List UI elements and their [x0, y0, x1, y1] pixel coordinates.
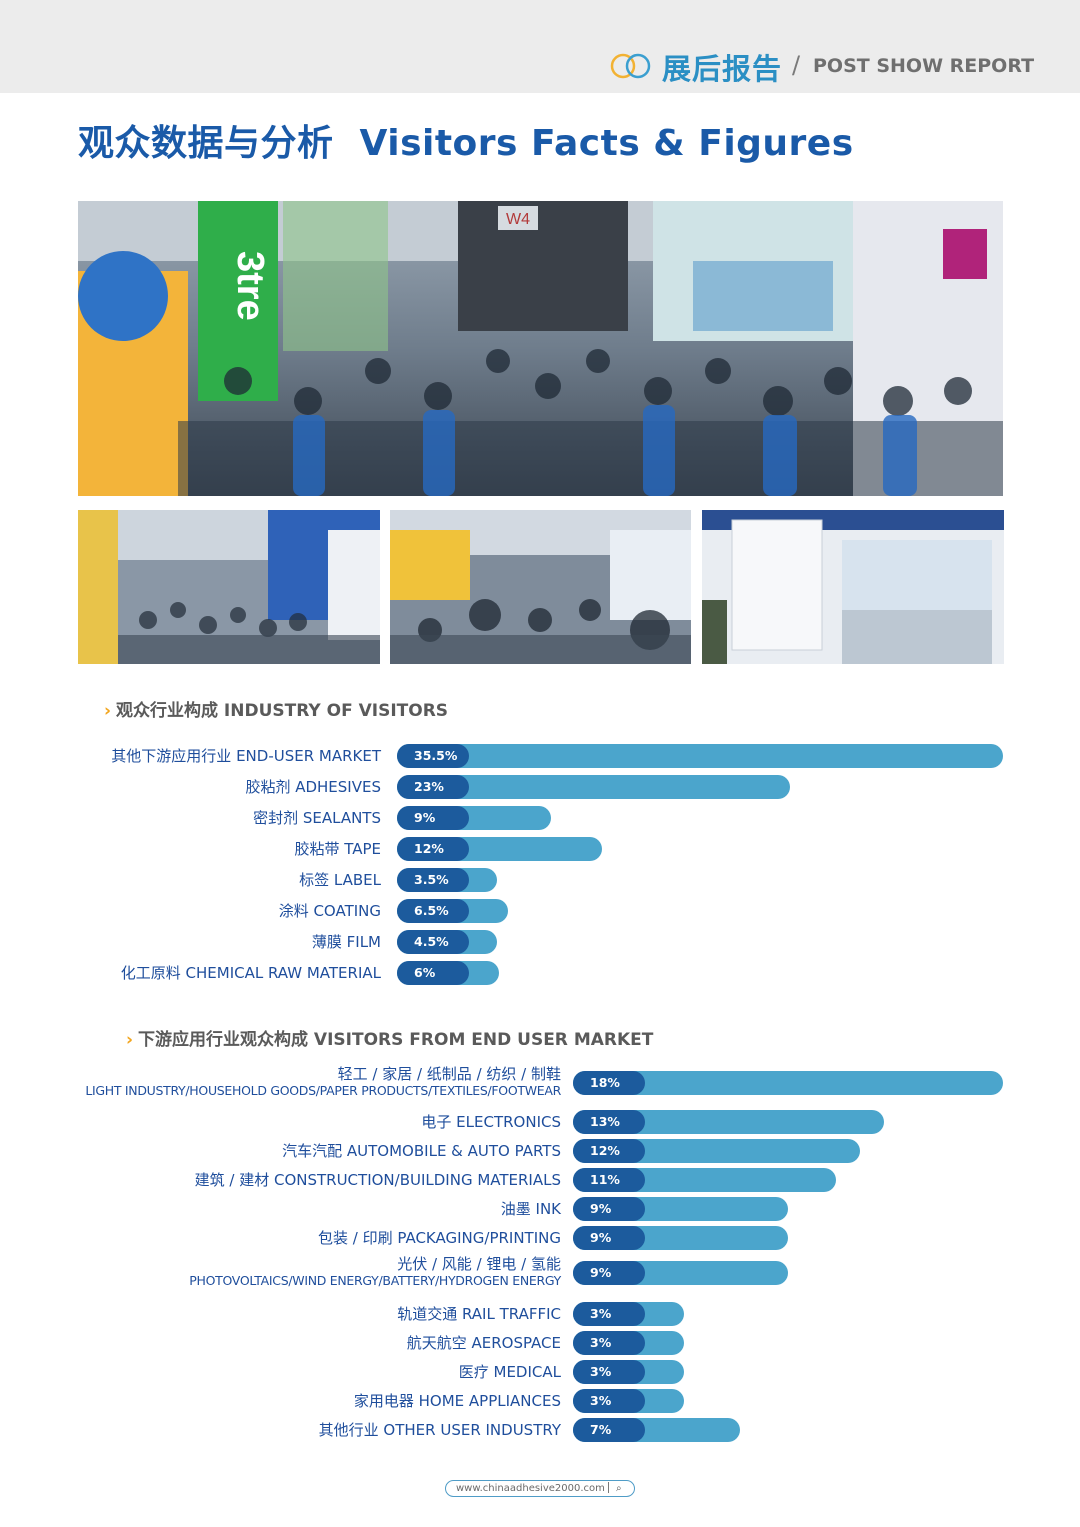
report-title-en: POST SHOW REPORT	[813, 55, 1035, 77]
bar-label: 薄膜 FILM	[312, 933, 381, 951]
bar-label: 包装 / 印刷 PACKAGING/PRINTING	[318, 1229, 561, 1247]
bar-label: 其他下游应用行业 END-USER MARKET	[111, 747, 381, 765]
bar-value-label: 35.5%	[397, 744, 469, 768]
bar-value-label: 12%	[573, 1139, 645, 1163]
bar-label-text: 航天航空 AEROSPACE	[406, 1334, 561, 1352]
section-heading-end-user-text: 下游应用行业观众构成 VISITORS FROM END USER MARKET	[138, 1030, 654, 1050]
bar-label-text: 其他下游应用行业 END-USER MARKET	[111, 747, 381, 765]
bar-label-text: 胶粘剂 ADHESIVES	[245, 778, 381, 796]
bar-label-text: 包装 / 印刷 PACKAGING/PRINTING	[318, 1229, 561, 1247]
bar-label-text: 胶粘带 TAPE	[294, 840, 381, 858]
bar-label-text: 医疗 MEDICAL	[458, 1363, 561, 1381]
bar-value-label: 6.5%	[397, 899, 469, 923]
section-heading-industry: › 观众行业构成 INDUSTRY OF VISITORS	[104, 696, 448, 721]
bar-label-subtext: LIGHT INDUSTRY/HOUSEHOLD GOODS/PAPER PRO…	[85, 1083, 561, 1098]
bar-value-track	[397, 744, 1003, 768]
bar-label: 医疗 MEDICAL	[459, 1363, 561, 1381]
bar-value-label: 18%	[573, 1071, 645, 1095]
page-title-en: Visitors Facts & Figures	[359, 123, 854, 164]
bar-value-label: 12%	[397, 837, 469, 861]
bar-label-text: 家用电器 HOME APPLIANCES	[353, 1392, 561, 1410]
booth-display-photo	[702, 510, 1004, 664]
page-title: 观众数据与分析 Visitors Facts & Figures	[78, 114, 854, 166]
bar-label-text: 轨道交通 RAIL TRAFFIC	[397, 1305, 561, 1323]
bar-label: 家用电器 HOME APPLIANCES	[354, 1392, 561, 1410]
bar-value-label: 4.5%	[397, 930, 469, 954]
bar-label: 标签 LABEL	[299, 871, 381, 889]
bar-value-label: 9%	[573, 1261, 645, 1285]
bar-label-text: 密封剂 SEALANTS	[253, 809, 381, 827]
chevron-right-icon: ›	[104, 701, 112, 721]
bar-label-text: 其他行业 OTHER USER INDUSTRY	[318, 1421, 561, 1439]
bar-value-label: 13%	[573, 1110, 645, 1134]
bar-value-label: 9%	[573, 1197, 645, 1221]
bar-label: 轻工 / 家居 / 纸制品 / 纺织 / 制鞋 LIGHT INDUSTRY/HO…	[85, 1065, 561, 1099]
bar-value-label: 3%	[573, 1389, 645, 1413]
section-heading-end-user: › 下游应用行业观众构成 VISITORS FROM END USER MARKE…	[126, 1025, 653, 1050]
header-bar: 展后报告 / POST SHOW REPORT	[0, 0, 1080, 93]
hall-sign-text: W4	[506, 211, 530, 228]
bar-label: 航天航空 AEROSPACE	[407, 1334, 561, 1352]
page-title-cn: 观众数据与分析	[78, 123, 334, 164]
bar-label: 轨道交通 RAIL TRAFFIC	[397, 1305, 561, 1323]
bar-label-text: 光伏 / 风能 / 锂电 / 氢能	[397, 1255, 561, 1273]
bar-label-text: 标签 LABEL	[299, 871, 381, 889]
exhibition-hall-photo: W4 3tre	[78, 201, 1003, 496]
bar-label-text: 建筑 / 建材 CONSTRUCTION/BUILDING MATERIALS	[194, 1171, 561, 1189]
bar-label: 胶粘带 TAPE	[294, 840, 381, 858]
bar-value-label: 3.5%	[397, 868, 469, 892]
website-url[interactable]: www.chinaadhesive2000.com	[456, 1483, 605, 1494]
bar-label-text: 油墨 INK	[500, 1200, 561, 1218]
report-title-slash: /	[792, 51, 801, 79]
report-title-cn: 展后报告	[662, 52, 783, 86]
crowd-photo	[390, 510, 691, 664]
bar-label-text: 汽车汽配 AUTOMOBILE & AUTO PARTS	[282, 1142, 561, 1160]
bar-label-subtext: PHOTOVOLTAICS/WIND ENERGY/BATTERY/HYDROG…	[189, 1273, 561, 1288]
bar-value-label: 23%	[397, 775, 469, 799]
bar-label: 化工原料 CHEMICAL RAW MATERIAL	[121, 964, 381, 982]
booth-brand-text: 3tre	[229, 251, 271, 321]
bar-value-label: 3%	[573, 1360, 645, 1384]
bar-value-label: 3%	[573, 1331, 645, 1355]
section-heading-industry-text: 观众行业构成 INDUSTRY OF VISITORS	[116, 701, 449, 721]
chevron-right-icon: ›	[126, 1030, 134, 1050]
bar-label-text: 电子 ELECTRONICS	[421, 1113, 561, 1131]
bar-label-text: 轻工 / 家居 / 纸制品 / 纺织 / 制鞋	[337, 1065, 561, 1083]
bar-label: 光伏 / 风能 / 锂电 / 氢能 PHOTOVOLTAICS/WIND ENER…	[189, 1255, 561, 1289]
bar-label: 建筑 / 建材 CONSTRUCTION/BUILDING MATERIALS	[195, 1171, 561, 1189]
bar-value-label: 3%	[573, 1302, 645, 1326]
exhibition-aisle-photo	[78, 510, 380, 664]
bar-value-label: 9%	[397, 806, 469, 830]
bar-label: 电子 ELECTRONICS	[421, 1113, 561, 1131]
bar-value-label: 6%	[397, 961, 469, 985]
bar-value-label: 9%	[573, 1226, 645, 1250]
website-url-box[interactable]: www.chinaadhesive2000.com ⌕	[445, 1480, 635, 1497]
bar-label-text: 涂料 COATING	[278, 902, 381, 920]
bar-value-label: 7%	[573, 1418, 645, 1442]
search-icon[interactable]: ⌕	[616, 1483, 622, 1494]
bar-label: 胶粘剂 ADHESIVES	[245, 778, 381, 796]
bar-label: 其他行业 OTHER USER INDUSTRY	[319, 1421, 561, 1439]
bar-label-text: 化工原料 CHEMICAL RAW MATERIAL	[120, 964, 381, 982]
bar-value-label: 11%	[573, 1168, 645, 1192]
divider	[608, 1482, 609, 1493]
logo-rings-icon	[610, 53, 651, 79]
bar-label: 涂料 COATING	[279, 902, 381, 920]
bar-label: 汽车汽配 AUTOMOBILE & AUTO PARTS	[282, 1142, 561, 1160]
bar-label: 密封剂 SEALANTS	[253, 809, 381, 827]
bar-label-text: 薄膜 FILM	[311, 933, 381, 951]
bar-label: 油墨 INK	[501, 1200, 561, 1218]
